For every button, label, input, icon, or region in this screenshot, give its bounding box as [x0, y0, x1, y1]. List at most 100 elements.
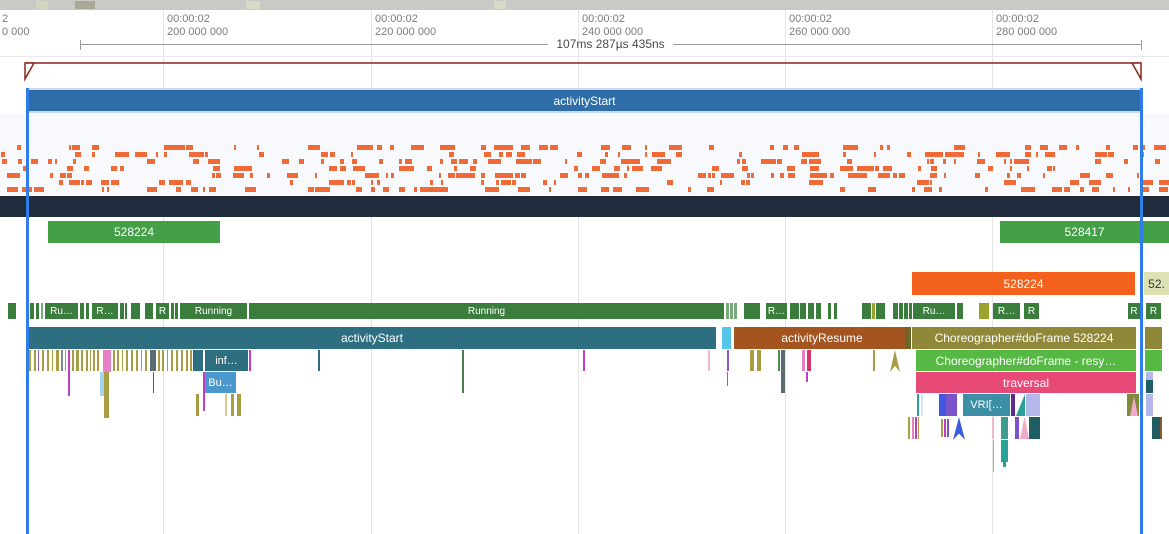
ftrace-event[interactable] — [560, 173, 568, 178]
ftrace-event[interactable] — [399, 159, 402, 164]
trace-slice[interactable] — [993, 440, 994, 472]
trace-slice[interactable] — [203, 372, 205, 411]
ftrace-event[interactable] — [216, 173, 221, 178]
ftrace-event[interactable] — [930, 173, 937, 178]
ftrace-event[interactable] — [1059, 145, 1067, 150]
selection-line-left[interactable] — [26, 88, 29, 534]
ftrace-event[interactable] — [34, 187, 44, 192]
trace-slice[interactable] — [237, 394, 241, 416]
area-selection-handle-left[interactable] — [24, 62, 36, 82]
ftrace-event[interactable] — [737, 159, 740, 164]
ftrace-event[interactable] — [257, 145, 259, 150]
ftrace-event[interactable] — [208, 159, 220, 164]
trace-slice[interactable] — [81, 350, 83, 371]
ftrace-event[interactable] — [709, 145, 714, 150]
ftrace-event[interactable] — [102, 187, 104, 192]
ftrace-event[interactable] — [1080, 173, 1090, 178]
thread-state-slice[interactable] — [957, 303, 963, 319]
ftrace-event[interactable] — [267, 173, 270, 178]
ftrace-event[interactable] — [788, 173, 795, 178]
ftrace-event[interactable] — [1154, 145, 1166, 150]
ftrace-event[interactable] — [234, 166, 252, 171]
ftrace-event[interactable] — [1047, 166, 1052, 171]
thread-state-slice[interactable] — [131, 303, 140, 319]
thread-state-slice[interactable] — [979, 303, 989, 319]
ftrace-event[interactable] — [193, 159, 199, 164]
trace-slice[interactable] — [42, 350, 44, 371]
thread-state-slice[interactable] — [125, 303, 127, 319]
ftrace-event[interactable] — [212, 173, 215, 178]
ftrace-event[interactable] — [186, 180, 191, 185]
ftrace-event[interactable] — [1124, 159, 1128, 164]
thread-state-slice[interactable] — [120, 303, 124, 319]
slice-r[interactable]: R — [1128, 303, 1140, 319]
ftrace-event[interactable] — [533, 159, 541, 164]
trace-slice[interactable] — [1145, 350, 1162, 371]
ftrace-event[interactable] — [840, 166, 853, 171]
trace-slice[interactable] — [38, 350, 39, 371]
trace-slice[interactable] — [56, 350, 59, 371]
trace-slice[interactable] — [318, 350, 320, 371]
ftrace-event[interactable] — [75, 152, 81, 157]
ftrace-event[interactable] — [600, 159, 606, 164]
trace-slice[interactable] — [131, 350, 133, 371]
trace-slice[interactable] — [97, 350, 99, 371]
ftrace-event[interactable] — [371, 187, 375, 192]
ftrace-event[interactable] — [50, 173, 53, 178]
thread-state-slice[interactable] — [145, 303, 153, 319]
ftrace-event[interactable] — [1025, 145, 1031, 150]
trace-slice[interactable] — [1003, 462, 1006, 467]
slice-running[interactable]: Running — [180, 303, 247, 319]
ftrace-event[interactable] — [777, 159, 782, 164]
ftrace-event[interactable] — [577, 152, 582, 157]
ftrace-event[interactable] — [169, 180, 183, 185]
trace-slice[interactable] — [778, 350, 780, 371]
ftrace-event[interactable] — [977, 159, 985, 164]
ftrace-event[interactable] — [515, 173, 520, 178]
ftrace-event[interactable] — [848, 173, 867, 178]
ftrace-event[interactable] — [632, 166, 643, 171]
thread-state-slice[interactable] — [175, 303, 178, 319]
ftrace-event[interactable] — [517, 152, 525, 157]
thread-state-slice[interactable] — [171, 303, 174, 319]
slice-r[interactable]: R… — [766, 303, 787, 319]
ftrace-event[interactable] — [481, 145, 486, 150]
ftrace-event[interactable] — [878, 173, 890, 178]
ftrace-event[interactable] — [107, 187, 109, 192]
ftrace-event[interactable] — [539, 145, 548, 150]
ftrace-event[interactable] — [495, 173, 513, 178]
thread-state-slice[interactable] — [36, 303, 39, 319]
ftrace-event[interactable] — [975, 173, 980, 178]
trace-slice[interactable] — [126, 350, 128, 371]
ftrace-event[interactable] — [887, 145, 890, 150]
area-selection-handle-right[interactable] — [1130, 62, 1142, 82]
ftrace-event[interactable] — [147, 159, 155, 164]
ftrace-event[interactable] — [770, 145, 774, 150]
ftrace-event[interactable] — [985, 187, 988, 192]
ftrace-event[interactable] — [351, 152, 353, 157]
ftrace-event[interactable] — [874, 152, 876, 157]
trace-slice[interactable] — [117, 350, 119, 371]
trace-slice[interactable] — [921, 394, 923, 416]
trace-slice[interactable] — [93, 350, 95, 371]
ftrace-event[interactable] — [787, 166, 795, 171]
ftrace-event[interactable] — [720, 180, 722, 185]
ftrace-event[interactable] — [1064, 187, 1070, 192]
ftrace-event[interactable] — [250, 173, 253, 178]
ftrace-event[interactable] — [565, 159, 567, 164]
ftrace-event[interactable] — [739, 152, 742, 157]
thread-state-slice[interactable] — [904, 303, 908, 319]
ftrace-event[interactable] — [92, 152, 95, 157]
ftrace-event[interactable] — [549, 187, 551, 192]
ftrace-event[interactable] — [830, 173, 834, 178]
activity-start-span[interactable]: activityStart — [28, 90, 1141, 111]
ftrace-event[interactable] — [1095, 159, 1101, 164]
thread-state-slice[interactable] — [834, 303, 837, 319]
slice-inf[interactable]: inf… — [205, 350, 248, 371]
slice-vri[interactable]: VRI[… — [963, 394, 1010, 416]
ftrace-event[interactable] — [943, 159, 946, 164]
ftrace-event[interactable] — [1025, 152, 1031, 157]
slice-r[interactable]: R… — [92, 303, 118, 319]
ftrace-event[interactable] — [698, 173, 706, 178]
trace-slice[interactable] — [1026, 394, 1040, 416]
